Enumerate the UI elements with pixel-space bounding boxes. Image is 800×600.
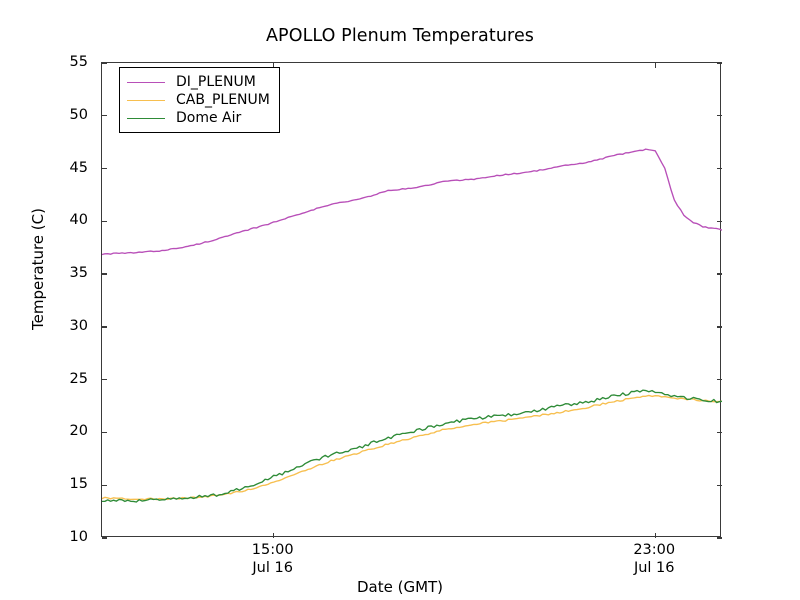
y-axis-tick: [102, 484, 107, 486]
y-axis-tick: [717, 378, 722, 381]
y-tick-label: 25: [69, 370, 88, 387]
x-tick-date: Jul 16: [252, 560, 293, 577]
legend-label: CAB_PLENUM: [176, 92, 270, 108]
y-axis-tick: [717, 62, 722, 64]
series-line-di-plenum: [102, 148, 722, 256]
x-axis-tick: [654, 63, 656, 68]
legend-label: DI_PLENUM: [176, 74, 256, 90]
series-line-cab-plenum: [102, 394, 722, 501]
legend-color-swatch: [127, 117, 165, 119]
y-axis-tick: [717, 273, 722, 275]
x-tick-time: 15:00: [251, 542, 294, 558]
y-axis-tick: [717, 484, 722, 486]
y-axis-tick: [102, 537, 107, 539]
x-axis-tick: [272, 63, 275, 68]
y-axis-tick: [717, 326, 722, 328]
y-tick-label: 55: [69, 54, 88, 70]
y-axis-tick: [102, 220, 107, 223]
legend-item: Dome Air: [127, 109, 270, 127]
y-axis-tick: [102, 431, 107, 434]
y-tick-label: 15: [69, 476, 88, 493]
y-axis-tick: [717, 537, 722, 539]
y-tick-label: 45: [69, 159, 88, 176]
x-tick-time: 23:00: [633, 542, 676, 558]
x-axis-tick: [272, 533, 275, 538]
y-axis-tick: [717, 167, 722, 170]
series-line-dome-air: [102, 389, 722, 503]
legend-item: DI_PLENUM: [127, 73, 270, 91]
plot-area: [101, 62, 722, 539]
y-axis-tick: [717, 431, 722, 434]
y-axis-tick: [102, 167, 107, 170]
y-tick-label: 20: [69, 423, 88, 440]
y-tick-label: 40: [69, 212, 88, 229]
x-tick-label: 23:00 Jul 16: [594, 541, 714, 577]
y-tick-label: 35: [69, 265, 88, 282]
x-tick-date: Jul 16: [633, 560, 675, 577]
x-axis-tick: [654, 533, 656, 538]
legend-color-swatch: [127, 81, 165, 83]
plot-lines: [102, 148, 722, 503]
legend-item: CAB_PLENUM: [127, 91, 270, 109]
y-axis-tick: [102, 378, 107, 381]
y-axis-tick: [717, 115, 722, 117]
y-axis-tick: [102, 62, 107, 64]
legend-label: Dome Air: [176, 110, 242, 126]
chart-title: APOLLO Plenum Temperatures: [265, 26, 535, 46]
legend-color-swatch: [127, 99, 165, 101]
y-axis-tick-labels: 10 15 20 25 30 35 40 45 50 55: [44, 54, 96, 545]
y-tick-label: 30: [69, 317, 88, 334]
x-axis-label: Date (GMT): [356, 578, 444, 596]
x-tick-label: 15:00 Jul 16: [213, 541, 333, 577]
y-tick-label: 50: [69, 106, 88, 123]
y-axis-tick: [102, 326, 107, 328]
y-axis-tick: [717, 220, 722, 223]
chart-legend: DI_PLENUM CAB_PLENUM Dome Air: [119, 67, 280, 133]
y-tick-label: 10: [69, 529, 88, 545]
y-axis-tick: [102, 115, 107, 117]
y-axis-tick: [102, 273, 107, 275]
